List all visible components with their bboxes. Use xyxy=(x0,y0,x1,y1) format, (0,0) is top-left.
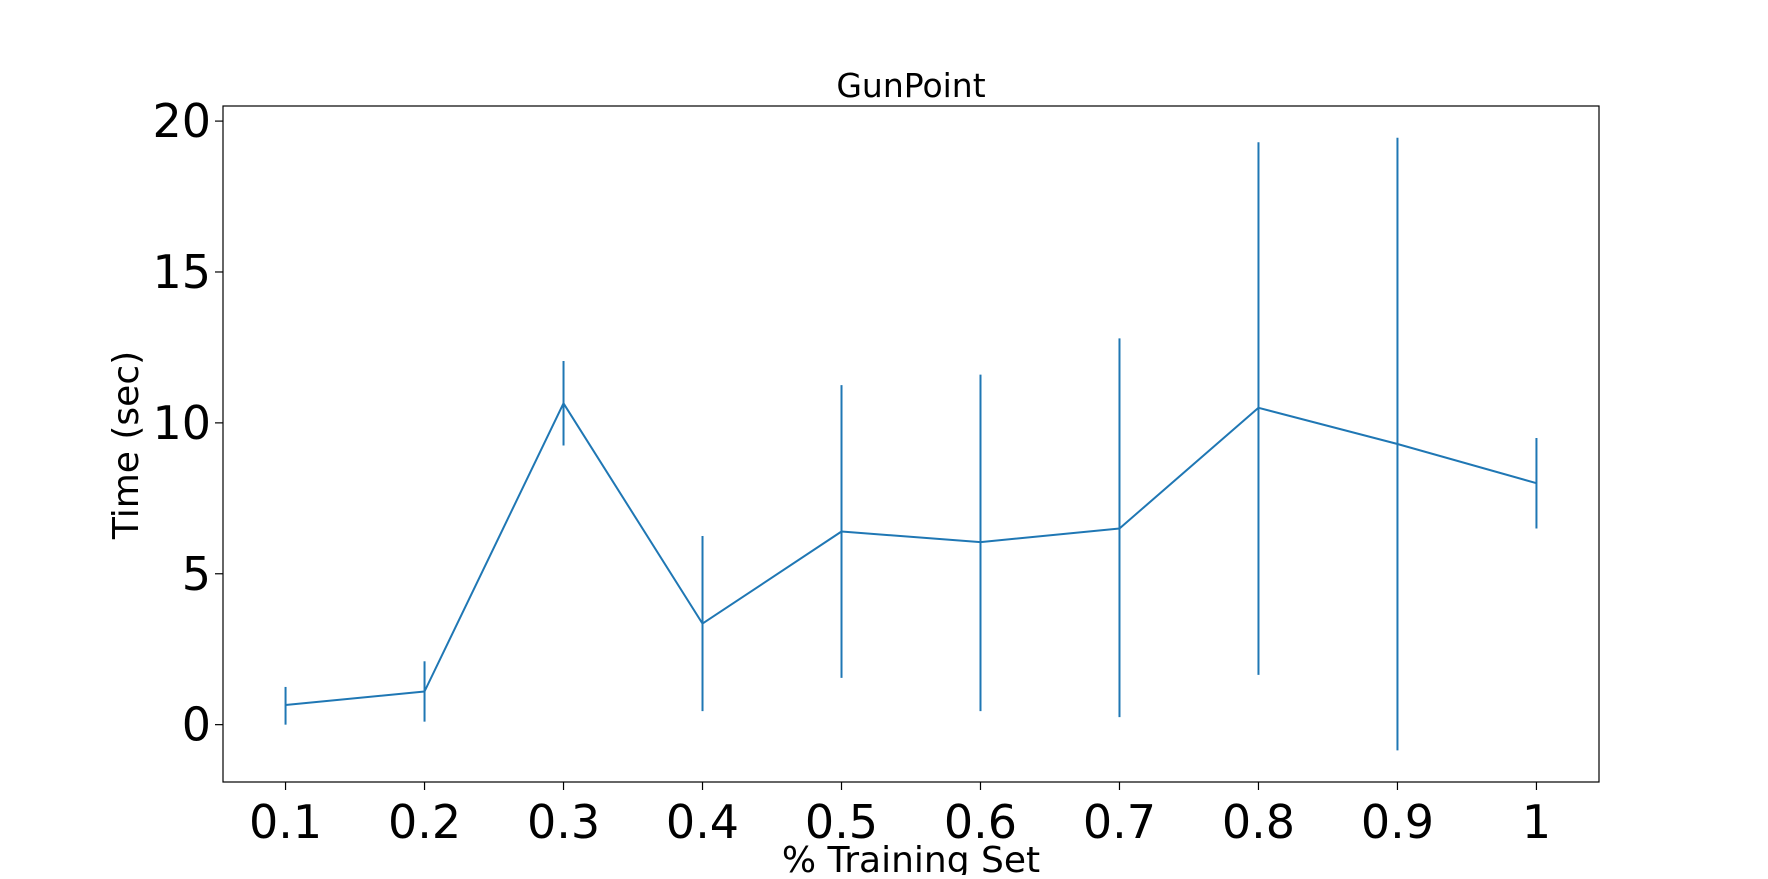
y-tick-label: 10 xyxy=(152,396,211,450)
y-tick-label: 0 xyxy=(182,698,211,752)
x-tick-label: 1 xyxy=(1522,795,1551,849)
x-tick-label: 0.6 xyxy=(944,795,1017,849)
x-tick-label: 0.8 xyxy=(1222,795,1295,849)
x-tick-label: 0.5 xyxy=(805,795,878,849)
x-axis-label: % Training Set xyxy=(782,840,1040,875)
x-tick-label: 0.7 xyxy=(1083,795,1156,849)
series-line xyxy=(285,402,1537,706)
x-tick-label: 0.9 xyxy=(1361,795,1434,849)
y-tick-label: 20 xyxy=(152,94,211,148)
x-tick-label: 0.4 xyxy=(666,795,739,849)
plot-frame xyxy=(222,105,1600,783)
y-tick-label: 15 xyxy=(152,245,211,299)
y-axis-label: Time (sec) xyxy=(106,351,147,540)
chart-title: GunPoint xyxy=(836,66,985,105)
x-tick-label: 0.2 xyxy=(388,795,461,849)
x-tick-label: 0.1 xyxy=(249,795,322,849)
x-tick-label: 0.3 xyxy=(527,795,600,849)
y-tick-label: 5 xyxy=(182,547,211,601)
